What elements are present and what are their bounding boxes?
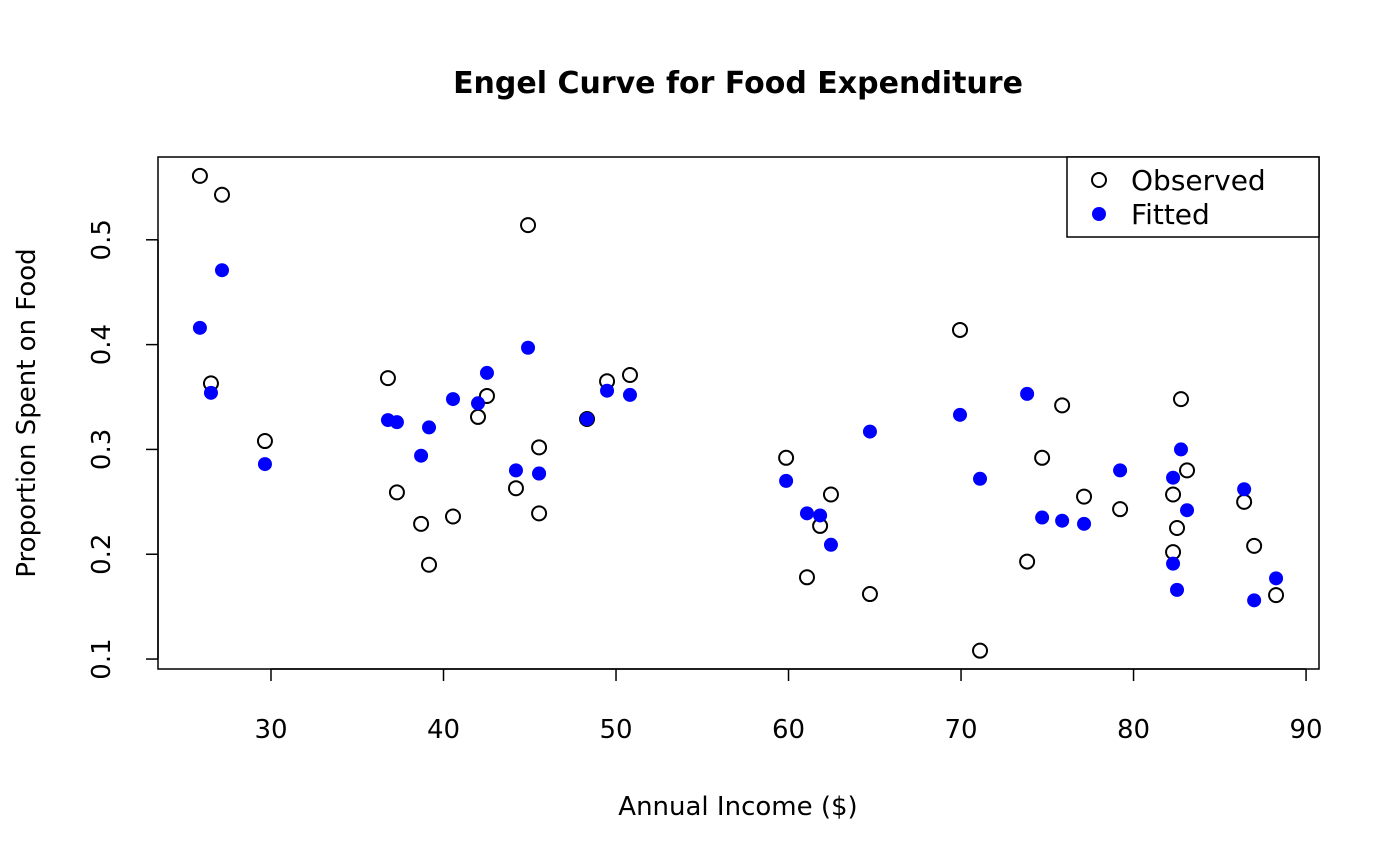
- x-tick-label: 80: [1117, 715, 1150, 745]
- observed-point: [531, 505, 548, 522]
- observed-point: [478, 387, 495, 404]
- fitted-point: [1170, 582, 1185, 597]
- observed-point: [1019, 553, 1036, 570]
- fitted-point: [1180, 503, 1195, 518]
- observed-point: [1236, 493, 1253, 510]
- fitted-point: [215, 263, 230, 278]
- legend: Observed Fitted: [1066, 156, 1320, 238]
- y-tick-label: 0.3: [87, 429, 117, 470]
- fitted-point: [1113, 463, 1128, 478]
- fitted-point: [479, 365, 494, 380]
- y-tick-label: 0.4: [87, 324, 117, 365]
- x-axis: 30 40 50 60 70 80 90: [254, 668, 1323, 745]
- legend-box: [1066, 156, 1320, 238]
- fitted-point: [1055, 513, 1070, 528]
- observed-point: [214, 186, 231, 203]
- observed-point: [972, 642, 989, 659]
- y-tick-label: 0.5: [87, 219, 117, 260]
- fitted-point: [1237, 482, 1252, 497]
- fitted-point: [862, 424, 877, 439]
- fitted-point: [1166, 470, 1181, 485]
- observed-point: [444, 508, 461, 525]
- observed-point: [388, 484, 405, 501]
- fitted-point: [1077, 516, 1092, 531]
- observed-point: [778, 449, 795, 466]
- fitted-point: [257, 457, 272, 472]
- observed-point: [822, 486, 839, 503]
- observed-point: [861, 586, 878, 603]
- fitted-point: [779, 473, 794, 488]
- y-tick-label: 0.1: [87, 638, 117, 679]
- fitted-point: [823, 537, 838, 552]
- observed-point: [1246, 537, 1263, 554]
- y-tick-label: 0.2: [87, 534, 117, 575]
- y-axis: 0.1 0.2 0.3 0.4 0.5: [87, 219, 159, 680]
- observed-point: [256, 433, 273, 450]
- fitted-point: [1035, 510, 1050, 525]
- observed-point: [507, 480, 524, 497]
- x-tick-label: 70: [944, 715, 977, 745]
- observed-point: [191, 167, 208, 184]
- legend-marker-observed: [1091, 172, 1107, 188]
- fitted-point: [445, 392, 460, 407]
- fitted-point: [1269, 571, 1284, 586]
- fitted-point: [1173, 442, 1188, 457]
- observed-point: [1268, 587, 1285, 604]
- fitted-point: [389, 415, 404, 430]
- fitted-point: [521, 340, 536, 355]
- observed-point: [520, 217, 537, 234]
- observed-point: [531, 439, 548, 456]
- legend-label-observed: Observed: [1131, 164, 1266, 197]
- observed-point: [1172, 391, 1189, 408]
- observed-point: [1034, 449, 1051, 466]
- x-axis-label: Annual Income ($): [618, 792, 857, 822]
- fitted-point: [953, 407, 968, 422]
- fitted-point: [580, 412, 595, 427]
- observed-point: [1179, 462, 1196, 479]
- observed-point: [421, 556, 438, 573]
- observed-point: [1054, 397, 1071, 414]
- observed-point: [1076, 488, 1093, 505]
- fitted-point: [1247, 593, 1262, 608]
- observed-point: [413, 515, 430, 532]
- fitted-point: [508, 463, 523, 478]
- fitted-point: [192, 320, 207, 335]
- fitted-point: [973, 471, 988, 486]
- x-tick-label: 50: [599, 715, 632, 745]
- fitted-point: [532, 466, 547, 481]
- fitted-point: [1020, 386, 1035, 401]
- x-tick-label: 60: [772, 715, 805, 745]
- fitted-point: [622, 387, 637, 402]
- chart-title: Engel Curve for Food Expenditure: [453, 66, 1023, 101]
- observed-point: [952, 321, 969, 338]
- observed-point: [1169, 520, 1186, 537]
- fitted-point: [203, 385, 218, 400]
- legend-label-fitted: Fitted: [1131, 198, 1210, 231]
- observed-point: [470, 408, 487, 425]
- fitted-point: [471, 396, 486, 411]
- x-tick-label: 40: [427, 715, 460, 745]
- observed-point: [1165, 486, 1182, 503]
- observed-point: [621, 367, 638, 384]
- fitted-point: [813, 508, 828, 523]
- x-tick-label: 90: [1290, 715, 1323, 745]
- data-points: [191, 167, 1285, 659]
- x-tick-label: 30: [254, 715, 287, 745]
- legend-marker-fitted: [1092, 207, 1106, 221]
- observed-point: [379, 370, 396, 387]
- fitted-point: [422, 420, 437, 435]
- fitted-point: [799, 506, 814, 521]
- observed-point: [1112, 501, 1129, 518]
- fitted-point: [600, 383, 615, 398]
- fitted-point: [414, 448, 429, 463]
- observed-point: [798, 569, 815, 586]
- y-axis-label: Proportion Spent on Food: [12, 248, 42, 577]
- fitted-point: [1166, 556, 1181, 571]
